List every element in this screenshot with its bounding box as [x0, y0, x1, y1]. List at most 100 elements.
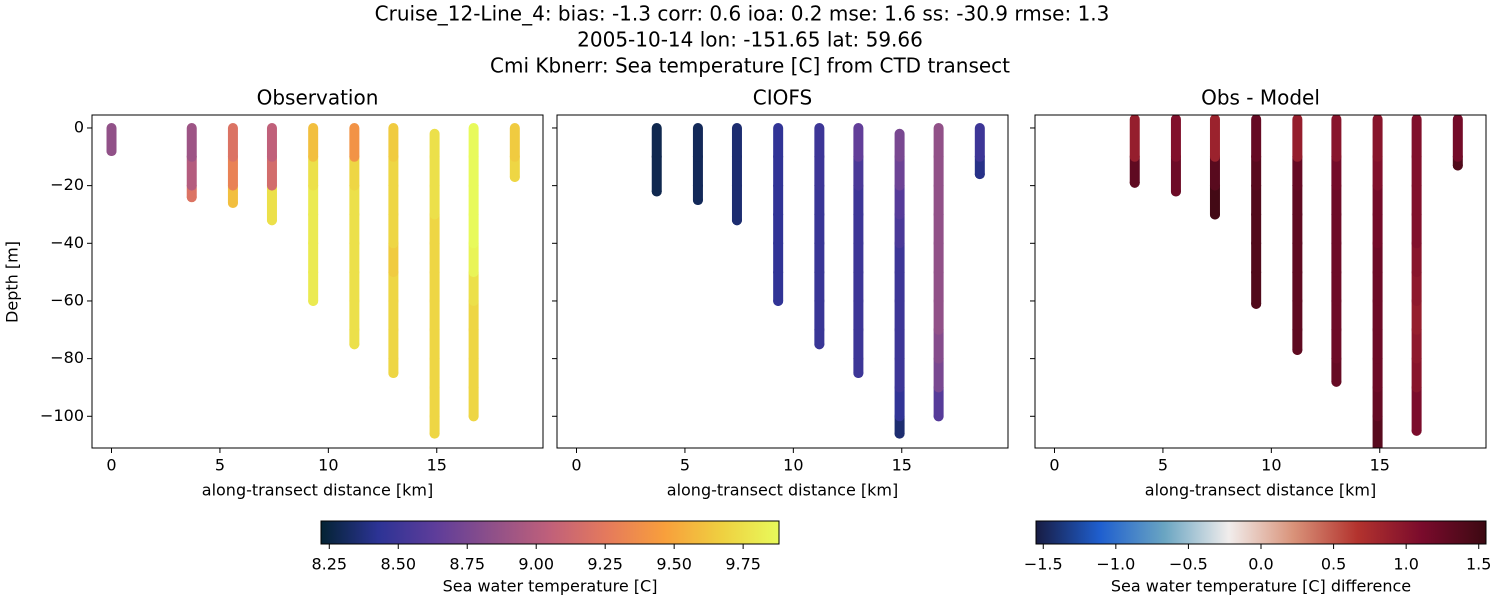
x-tick-label: 15 — [1370, 456, 1390, 475]
cast-point — [349, 151, 360, 191]
cast-point — [266, 180, 277, 226]
panel-title: Observation — [257, 86, 379, 110]
cast-point — [814, 267, 825, 306]
cast-point — [1251, 209, 1262, 249]
cast-point — [308, 209, 319, 249]
cast-point — [1331, 115, 1342, 162]
cast-point — [1331, 180, 1342, 220]
cast-point — [814, 295, 825, 335]
x-tick-label: 15 — [892, 456, 912, 475]
cast-point — [894, 128, 905, 162]
cast-point — [933, 382, 944, 422]
cast-point — [1251, 115, 1262, 162]
cast-point — [429, 238, 440, 278]
cast-point — [1251, 151, 1262, 191]
cast-point — [388, 209, 399, 249]
cast-point — [468, 353, 479, 393]
cast-point — [468, 209, 479, 249]
cast-point — [468, 324, 479, 364]
cast-point — [1292, 238, 1303, 278]
cast-point — [468, 122, 479, 162]
cast-point — [1292, 180, 1303, 220]
colorbar-tick-label: 9.50 — [656, 555, 692, 574]
cast-point — [1372, 324, 1383, 364]
cast-point — [388, 295, 399, 335]
y-tick-label: 0 — [74, 117, 84, 136]
cast-point — [1372, 238, 1383, 278]
x-tick-label: 0 — [106, 456, 116, 475]
cast-point — [468, 238, 479, 278]
cast-point — [974, 122, 985, 162]
cast-point — [1209, 115, 1220, 162]
cast-point — [1411, 382, 1422, 436]
cast-point — [388, 238, 399, 278]
cast-point — [1331, 151, 1342, 191]
colorbar-tick-label: 1.5 — [1466, 555, 1491, 574]
cast-point — [1292, 267, 1303, 306]
title-line: 2005-10-14 lon: -151.65 lat: 59.66 — [577, 28, 923, 52]
cast-point — [1411, 209, 1422, 249]
cast-point — [349, 122, 360, 162]
panel-title: Obs - Model — [1201, 86, 1320, 110]
cast-point — [1372, 382, 1383, 422]
y-tick-label: −80 — [50, 348, 84, 367]
cast-point — [429, 267, 440, 306]
cast-point — [853, 295, 864, 335]
cast-point — [388, 180, 399, 220]
cast-point — [1411, 180, 1422, 220]
x-tick-label: 10 — [1261, 456, 1281, 475]
cast-point — [814, 238, 825, 278]
cast-point — [933, 180, 944, 220]
cast-point — [1372, 115, 1383, 162]
x-axis-label: along-transect distance [km] — [1145, 481, 1376, 500]
cast-point — [1331, 238, 1342, 278]
cast-point — [429, 180, 440, 220]
y-tick-label: −40 — [50, 233, 84, 252]
cast-point — [266, 151, 277, 191]
cast-point — [651, 122, 662, 162]
cast-point — [814, 151, 825, 191]
cast-point — [773, 238, 784, 278]
cast-point — [894, 238, 905, 278]
colorbar — [320, 520, 780, 545]
x-tick-label: 5 — [680, 456, 690, 475]
cast-point — [1251, 238, 1262, 278]
cast-point — [468, 151, 479, 191]
cast-point — [468, 267, 479, 306]
cast-point — [308, 238, 319, 278]
cast-point — [349, 238, 360, 278]
cast-point — [773, 267, 784, 306]
colorbar-tick-label: 1.0 — [1393, 555, 1418, 574]
x-tick-label: 10 — [318, 456, 338, 475]
cast-point — [1292, 151, 1303, 191]
cast-point — [429, 128, 440, 162]
cast-point — [933, 238, 944, 278]
cast-point — [429, 353, 440, 393]
cast-point — [1372, 151, 1383, 191]
cast-point — [692, 122, 703, 162]
x-axis-label: along-transect distance [km] — [667, 481, 898, 500]
cast-point — [1209, 151, 1220, 191]
cast-point — [933, 151, 944, 191]
cast-point — [349, 267, 360, 306]
cast-point — [814, 180, 825, 220]
cast-point — [853, 209, 864, 249]
x-tick-label: 5 — [1158, 456, 1168, 475]
x-tick-label: 5 — [215, 456, 225, 475]
cast-point — [1372, 180, 1383, 220]
cast-point — [308, 122, 319, 162]
cast-point — [468, 382, 479, 422]
cast-point — [468, 295, 479, 335]
cast-point — [429, 151, 440, 191]
cast-point — [773, 122, 784, 162]
colorbar-tick-label: 9.25 — [587, 555, 623, 574]
cast-point — [308, 151, 319, 191]
y-tick-label: −100 — [40, 406, 84, 425]
colorbar-tick-label: 0.5 — [1321, 555, 1346, 574]
cast-point — [853, 324, 864, 364]
cast-point — [1411, 151, 1422, 191]
cast-point — [773, 209, 784, 249]
colorbar-tick-label: 8.25 — [311, 555, 347, 574]
title-line: Cruise_12-Line_4: bias: -1.3 corr: 0.6 i… — [375, 2, 1110, 26]
colorbar-tick-label: 8.50 — [380, 555, 416, 574]
